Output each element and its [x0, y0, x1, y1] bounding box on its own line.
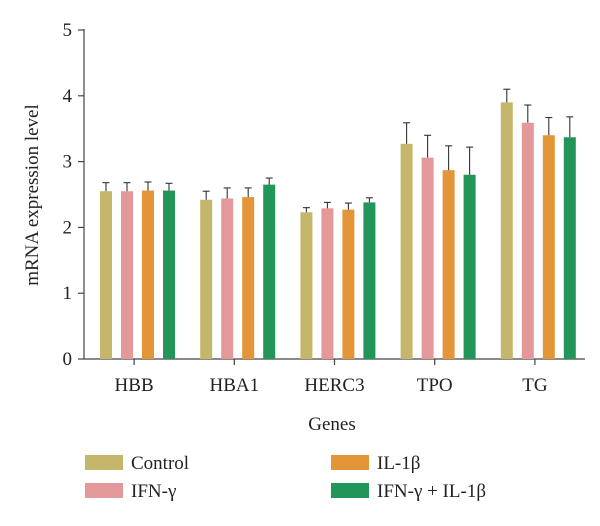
y-tick-label: 3 [63, 152, 73, 173]
y-tick-label: 2 [63, 217, 73, 238]
bar [242, 197, 255, 359]
y-tick-labels: 0 1 2 3 4 5 [63, 20, 84, 370]
x-tick-label: HERC3 [304, 375, 364, 396]
legend-label: Control [131, 453, 189, 474]
y-axis-title: mRNA expression level [22, 104, 43, 286]
bar [542, 135, 555, 359]
bar [400, 143, 413, 359]
x-tick-label: HBA1 [209, 375, 259, 396]
bar [342, 209, 355, 359]
x-tick-labels: HBB HBA1 HERC3 TPO TG [115, 359, 548, 396]
y-tick-label: 4 [63, 86, 73, 107]
bar [521, 122, 534, 359]
bar [500, 102, 513, 359]
bar [163, 190, 175, 359]
legend-label: IFN-γ + IL-1β [377, 481, 486, 502]
legend-label: IFN-γ [131, 481, 176, 502]
x-tick-label: TPO [417, 375, 453, 396]
legend-swatch [331, 483, 369, 498]
bar [221, 198, 234, 359]
bar [442, 170, 455, 359]
bar [300, 212, 313, 359]
legend-label: IL-1β [377, 453, 420, 474]
bar [563, 137, 576, 359]
legend-swatch [331, 455, 369, 470]
x-axis-title: Genes [308, 414, 355, 435]
bar [200, 199, 213, 359]
bar [421, 157, 434, 359]
legend-swatch [85, 455, 123, 470]
bar [100, 191, 112, 359]
y-tick-label: 1 [63, 283, 73, 304]
bar [263, 184, 276, 359]
y-tick-label: 0 [63, 349, 73, 370]
error-bars-group [102, 88, 574, 213]
y-tick-label: 5 [63, 20, 73, 41]
bar [463, 174, 476, 359]
bar [142, 190, 154, 359]
bar [363, 202, 376, 359]
bar [321, 208, 334, 359]
x-tick-label: TG [522, 375, 548, 396]
bars-group [100, 102, 576, 359]
legend-swatch [85, 483, 123, 498]
bar [121, 191, 133, 359]
legend: Control IFN-γ IL-1β IFN-γ + IL-1β [85, 453, 486, 502]
x-tick-label: HBB [115, 375, 154, 396]
